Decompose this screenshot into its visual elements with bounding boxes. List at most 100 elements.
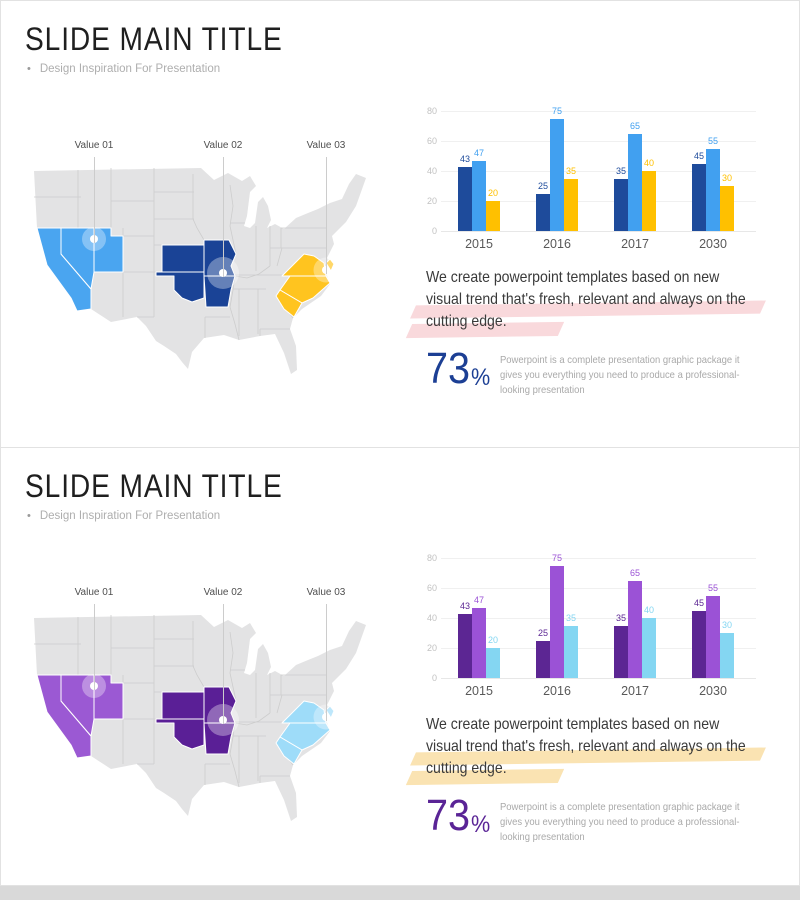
bar-slot: 40 [642,605,656,678]
bar-series-2 [472,160,486,231]
bar-group: 35 65 40 [614,104,656,231]
body-paragraph: We create powerpoint templates based on … [426,714,746,780]
bar-slot: 55 [706,136,720,231]
bar-value-label: 25 [537,180,549,191]
chart-plot-area: 0 20 40 60 80 43 47 20 2015 25 75 35 2016 35 65 40 2017 4… [427,551,756,703]
bar-value-label: 35 [615,612,627,623]
bar-slot: 40 [642,158,656,231]
body-paragraph: We create powerpoint templates based on … [426,267,746,333]
map-region-east [275,700,335,765]
stat-description-line: Powerpoint is a complete presentation gr… [500,354,740,366]
bar-value-label: 35 [615,165,627,176]
bar-chart: 0 20 40 60 80 43 47 20 2015 25 75 35 2016 35 65 40 2017 4… [416,551,791,703]
bar-slot: 30 [720,620,734,678]
y-axis-tick-label: 0 [431,673,437,683]
y-axis-tick-label: 40 [426,613,437,623]
marker-leader-line [93,157,95,243]
paragraph-line: cutting edge. [426,313,507,330]
us-map-graphic [34,168,366,374]
marker-leader-line [93,604,95,690]
bar-series-3 [564,178,578,231]
stat-description-line: looking presentation [500,384,585,396]
bar-value-label: 65 [629,567,641,578]
bar-value-label: 75 [551,105,563,116]
paragraph-line: We create powerpoint templates based on … [426,269,720,286]
bar-slot: 43 [458,154,472,231]
slide-subtitle: • Design Inspiration For Presentation [27,63,220,75]
stat-number: 73 [426,344,471,393]
bar-value-label: 65 [629,120,641,131]
map-marker-label: Value 01 [74,587,114,598]
slide-title: SLIDE MAIN TITLE [25,468,283,504]
bar-series-1 [692,610,706,678]
bar-value-label: 30 [721,620,733,630]
y-axis-tick-label: 40 [426,166,437,176]
bar-slot: 35 [564,166,578,231]
bar-series-3 [720,186,734,231]
bar-group: 45 55 30 [692,551,734,678]
x-axis-tick-label: 2017 [621,237,649,251]
bar-series-1 [536,640,550,678]
slide-subtitle-text: Design Inspiration For Presentation [39,63,221,75]
x-axis-tick-label: 2030 [699,684,727,698]
bar-series-3 [642,171,656,231]
chart-gridline [441,648,756,649]
bar-slot: 35 [614,613,628,678]
bar-slot: 47 [472,148,486,231]
map-marker-label: Value 03 [306,140,346,151]
bar-slot: 45 [692,151,706,231]
map-region-east [275,253,335,318]
bar-value-label: 75 [551,552,563,563]
x-axis-tick-label: 2017 [621,684,649,698]
paragraph-line: visual trend that's fresh, relevant and … [426,291,746,308]
x-axis-tick-label: 2015 [465,237,493,251]
bar-series-1 [614,625,628,678]
map-marker-label: Value 03 [306,587,346,598]
x-axis-tick-label: 2030 [699,237,727,251]
bar-slot: 45 [692,598,706,678]
bar-chart: 0 20 40 60 80 43 47 20 2015 25 75 35 2016 35 65 40 2017 4… [416,104,791,256]
us-map-graphic [34,615,366,821]
chart-gridline [441,588,756,589]
bar-group: 25 75 35 [536,551,578,678]
bar-series-1 [614,178,628,231]
stat-value: 73% [426,794,490,838]
stat-description-line: gives you everything you need to produce… [500,369,740,381]
map-marker-label: Value 01 [74,140,114,151]
bar-value-label: 43 [459,153,471,164]
bullet-icon: • [27,63,31,75]
chart-gridline [441,171,756,172]
bar-value-label: 25 [537,627,549,638]
bar-slot: 20 [486,188,500,231]
bar-series-2 [706,595,720,678]
bar-slot: 35 [614,166,628,231]
y-axis-tick-label: 60 [426,583,437,593]
slide-subtitle: • Design Inspiration For Presentation [27,510,220,522]
stat-unit: % [470,811,491,838]
map-region-west [36,227,124,312]
y-axis-tick-label: 80 [426,106,437,116]
stat-description-line: looking presentation [500,831,585,843]
stat-description-line: gives you everything you need to produce… [500,816,740,828]
x-axis-tick-label: 2016 [543,237,571,251]
chart-gridline [441,618,756,619]
chart-gridline [441,201,756,202]
bar-value-label: 55 [707,582,719,593]
bar-series-2 [628,580,642,678]
bar-value-label: 35 [565,165,577,176]
y-axis-tick-label: 0 [431,226,437,236]
map-marker-label: Value 02 [203,587,243,598]
chart-gridline [441,558,756,559]
bar-value-label: 43 [459,600,471,611]
bar-slot: 65 [628,121,642,231]
bar-slot: 25 [536,181,550,231]
y-axis-tick-label: 20 [426,643,437,653]
us-map [34,166,369,381]
us-map [34,613,369,828]
slide-preview-2: SLIDE MAIN TITLE • Design Inspiration For… [0,448,800,886]
bar-value-label: 47 [473,594,485,605]
bar-slot: 20 [486,635,500,678]
stat-description: Powerpoint is a complete presentation gr… [500,800,740,845]
x-axis-tick-label: 2016 [543,684,571,698]
bar-group: 43 47 20 [458,551,500,678]
